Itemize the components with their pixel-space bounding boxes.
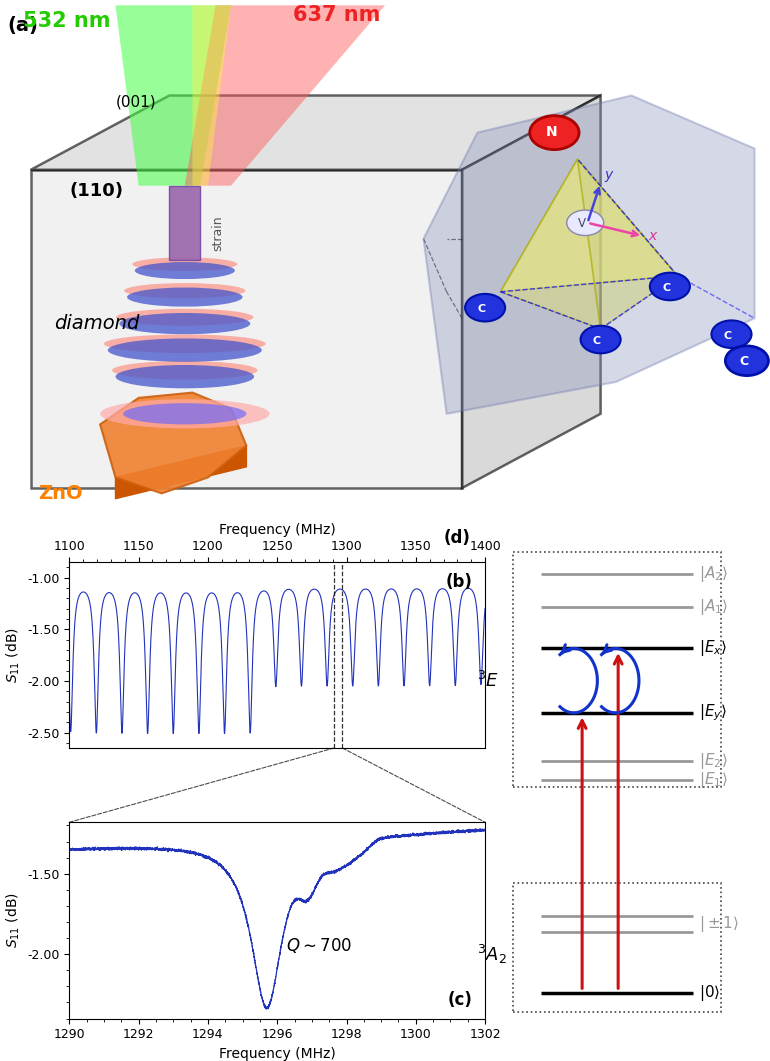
Text: C: C: [593, 336, 601, 346]
Text: $|A_1\rangle$: $|A_1\rangle$: [698, 596, 728, 616]
Polygon shape: [116, 5, 231, 186]
Circle shape: [567, 210, 604, 236]
Ellipse shape: [116, 309, 253, 326]
Y-axis label: $S_{11}$ (dB): $S_{11}$ (dB): [5, 892, 22, 949]
Text: $^3A_2$: $^3A_2$: [477, 942, 507, 966]
Text: (a): (a): [8, 16, 38, 35]
Text: x: x: [648, 229, 657, 243]
Bar: [513, 552, 721, 787]
Text: $|E_1\rangle$: $|E_1\rangle$: [698, 770, 727, 790]
Polygon shape: [500, 159, 678, 292]
Ellipse shape: [119, 313, 250, 334]
Ellipse shape: [112, 361, 257, 380]
Text: N: N: [546, 125, 557, 139]
Text: y: y: [604, 169, 613, 182]
Ellipse shape: [108, 338, 262, 362]
Polygon shape: [31, 170, 462, 488]
Polygon shape: [169, 186, 200, 260]
Ellipse shape: [132, 258, 237, 271]
Ellipse shape: [100, 399, 270, 429]
Polygon shape: [31, 95, 601, 170]
Circle shape: [650, 273, 690, 300]
Circle shape: [725, 346, 768, 376]
Text: (d): (d): [444, 529, 470, 547]
Text: (b): (b): [446, 573, 473, 591]
Text: C: C: [724, 331, 732, 341]
Text: 637 nm: 637 nm: [293, 5, 380, 25]
Text: $|E_x\rangle$: $|E_x\rangle$: [698, 639, 727, 659]
X-axis label: Frequency (MHz): Frequency (MHz): [219, 1047, 336, 1061]
Text: ZnO: ZnO: [38, 484, 83, 503]
Text: strain: strain: [212, 215, 225, 251]
Circle shape: [530, 116, 579, 150]
Text: $|0\rangle$: $|0\rangle$: [698, 982, 720, 1003]
Text: $|E_y\rangle$: $|E_y\rangle$: [698, 702, 727, 724]
Text: diamond: diamond: [54, 314, 139, 333]
Polygon shape: [424, 95, 755, 414]
Text: C: C: [739, 355, 748, 368]
Ellipse shape: [135, 262, 235, 279]
Ellipse shape: [124, 283, 246, 298]
Text: (001): (001): [116, 94, 156, 109]
Text: C: C: [662, 283, 671, 293]
Polygon shape: [578, 159, 678, 329]
X-axis label: Frequency (MHz): Frequency (MHz): [219, 523, 336, 537]
Text: $|E_2\rangle$: $|E_2\rangle$: [698, 751, 727, 771]
Circle shape: [581, 326, 621, 353]
Text: $Q \sim 700$: $Q \sim 700$: [286, 936, 352, 955]
Text: C: C: [477, 305, 486, 314]
Circle shape: [711, 320, 752, 348]
Polygon shape: [100, 393, 246, 493]
Circle shape: [465, 294, 505, 321]
Ellipse shape: [104, 334, 266, 353]
Text: $|\pm 1\rangle$: $|\pm 1\rangle$: [698, 914, 738, 934]
Text: 532 nm: 532 nm: [23, 11, 111, 31]
Ellipse shape: [123, 403, 246, 424]
Polygon shape: [192, 5, 231, 186]
Text: (c): (c): [447, 991, 473, 1009]
Bar: [513, 884, 721, 1012]
Polygon shape: [116, 446, 246, 499]
Polygon shape: [462, 95, 601, 488]
Ellipse shape: [127, 288, 243, 307]
Y-axis label: $S_{11}$ (dB): $S_{11}$ (dB): [5, 627, 22, 683]
Polygon shape: [185, 5, 385, 186]
Text: V: V: [578, 216, 585, 229]
Polygon shape: [500, 159, 601, 329]
Text: $^3E$: $^3E$: [477, 671, 499, 691]
Ellipse shape: [116, 365, 254, 388]
Text: (110): (110): [69, 182, 123, 201]
Text: $|A_2\rangle$: $|A_2\rangle$: [698, 564, 728, 585]
